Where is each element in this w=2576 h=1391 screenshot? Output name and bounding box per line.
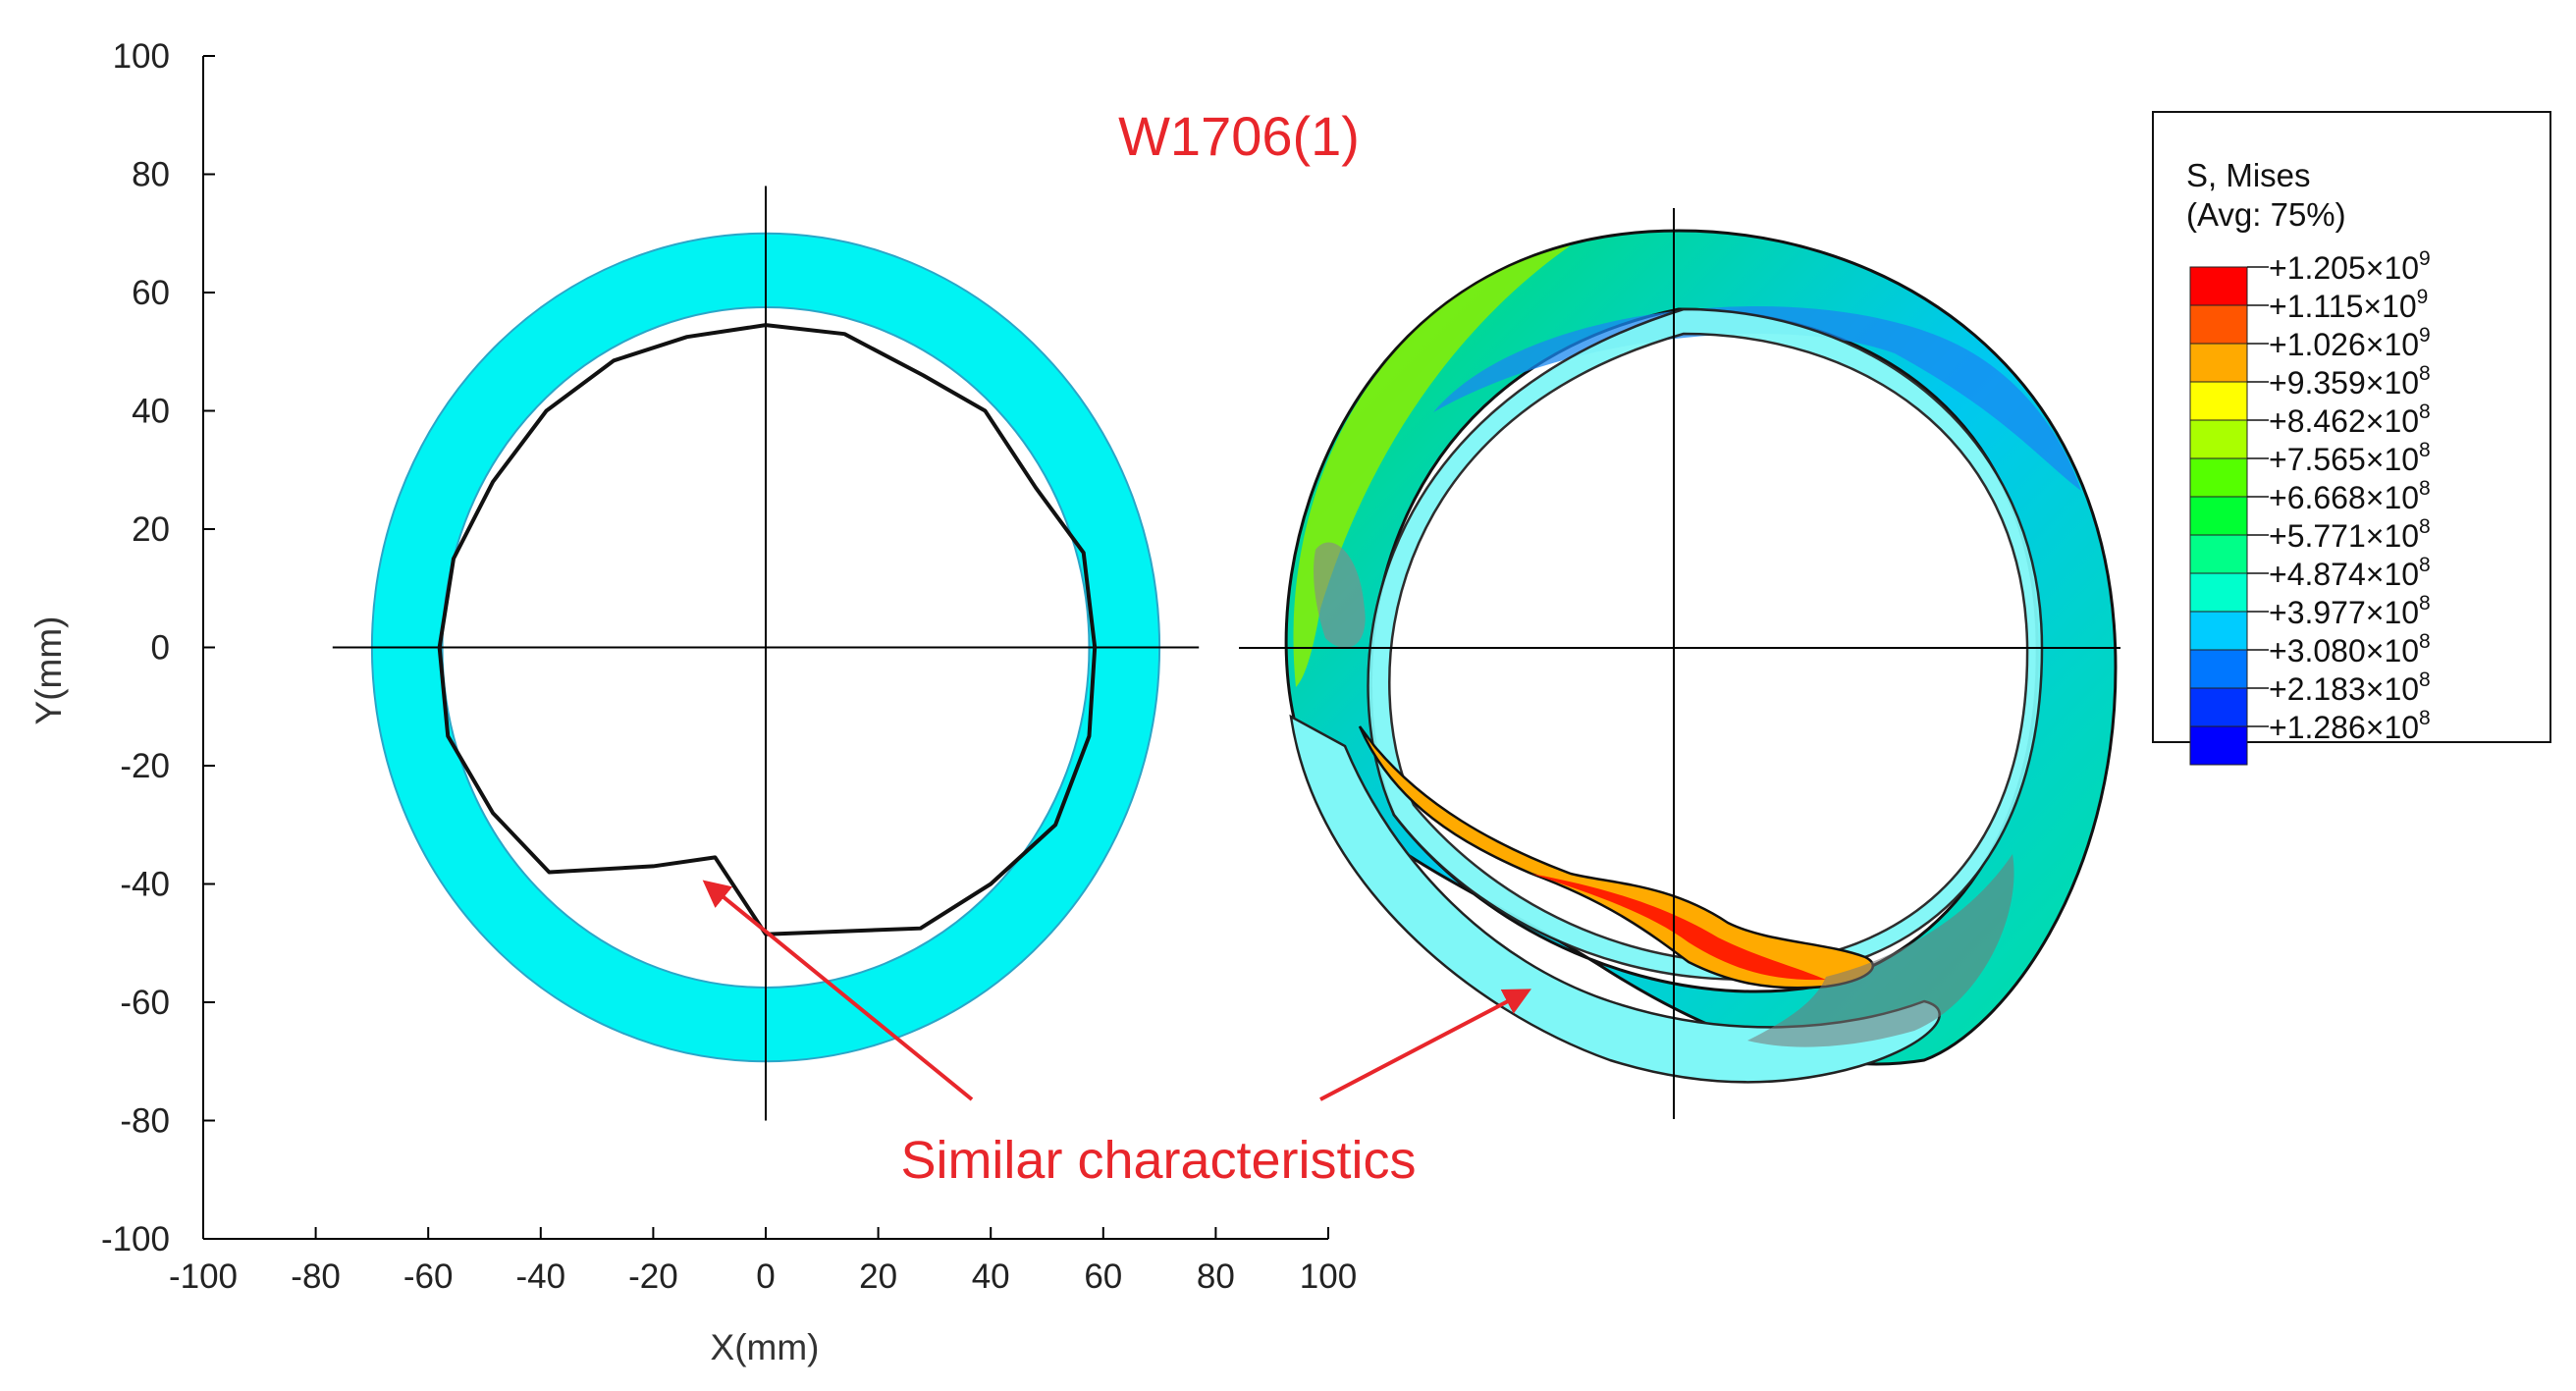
legend-swatch — [2189, 687, 2248, 727]
y-tick-label: 80 — [132, 156, 170, 194]
legend-swatch — [2189, 304, 2248, 345]
fea-lower-cyan-band — [1289, 714, 1941, 1084]
legend-title-line2: (Avg: 75%) — [2186, 196, 2346, 233]
legend-swatch — [2189, 534, 2248, 574]
x-tick-label: 0 — [756, 1257, 775, 1296]
x-tick-label: -60 — [403, 1257, 454, 1296]
x-tick-label: -80 — [291, 1257, 341, 1296]
fea-gray-shadow — [1314, 542, 1366, 648]
x-tick-label: 100 — [1300, 1257, 1357, 1296]
legend-level-label: +3.977×108 — [2269, 592, 2431, 630]
legend-swatch — [2189, 611, 2248, 651]
annotation-arrow-left — [702, 880, 974, 1101]
legend-level-label: +2.183×108 — [2269, 669, 2431, 707]
legend-level-label: +4.874×108 — [2269, 554, 2431, 592]
y-tick-label: 100 — [113, 37, 170, 76]
fea-left-green-zone — [1293, 245, 1571, 687]
y-axis: 100 80 60 40 20 0 -20 -40 -60 -80 -100 — [101, 37, 215, 1258]
legend-swatch — [2189, 496, 2248, 536]
legend-level-label: +6.668×108 — [2269, 477, 2431, 515]
y-tick-label: 0 — [151, 629, 170, 668]
legend-swatch — [2189, 381, 2248, 421]
fea-contour-image — [1284, 229, 2118, 1084]
legend-level-label: +8.462×108 — [2269, 401, 2431, 439]
x-tick-label: 40 — [972, 1257, 1010, 1296]
legend-swatch — [2189, 457, 2248, 498]
legend-swatch — [2189, 649, 2248, 689]
x-tick-label: 80 — [1197, 1257, 1235, 1296]
y-tick-label: 60 — [132, 274, 170, 312]
x-tick-label: 60 — [1084, 1257, 1122, 1296]
y-tick-label: -60 — [120, 984, 170, 1022]
fea-gray-overlap — [1747, 854, 2014, 1047]
legend-swatch — [2189, 419, 2248, 459]
fea-top-blue-zone — [1433, 306, 2081, 491]
legend-title-line1: S, Mises — [2186, 157, 2311, 193]
y-tick-label: -100 — [101, 1220, 170, 1258]
legend-level-label: +1.286×108 — [2269, 707, 2431, 745]
legend-level-label: +1.205×109 — [2269, 247, 2431, 286]
fea-peak-stress-zone — [1531, 874, 1826, 981]
legend-swatch — [2189, 572, 2248, 613]
series-line-measured-section — [437, 323, 1098, 936]
legend-level-label: +7.565×108 — [2269, 439, 2431, 477]
x-axis: -100 -80 -60 -40 -20 0 20 40 60 80 100 — [169, 1227, 1357, 1296]
y-axis-label: Y(mm) — [28, 616, 69, 725]
legend-level-label: +3.080×108 — [2269, 630, 2431, 669]
legend-level-label: +1.115×109 — [2269, 286, 2428, 324]
legend-level-label: +5.771×108 — [2269, 515, 2431, 554]
x-tick-label: 20 — [859, 1257, 897, 1296]
x-axis-label: X(mm) — [711, 1327, 820, 1367]
legend-swatch — [2189, 725, 2248, 766]
chart-title: W1706(1) — [1118, 105, 1360, 167]
y-tick-label: -20 — [120, 747, 170, 785]
x-tick-label: -40 — [516, 1257, 566, 1296]
legend: S, Mises (Avg: 75%) +1.205×109+1.115×109… — [2152, 111, 2551, 766]
x-tick-label: -100 — [169, 1257, 238, 1296]
legend-swatch — [2189, 343, 2248, 383]
annotation-text: Similar characteristics — [900, 1131, 1416, 1190]
y-tick-label: 40 — [132, 393, 170, 431]
legend-level-label: +1.026×109 — [2269, 324, 2431, 362]
y-tick-label: 20 — [132, 510, 170, 549]
annotation-arrow-right — [1319, 989, 1531, 1101]
y-tick-label: -40 — [120, 866, 170, 904]
legend-level-label: +9.359×108 — [2269, 362, 2431, 401]
y-tick-label: -80 — [120, 1102, 170, 1141]
x-tick-label: -20 — [628, 1257, 678, 1296]
legend-swatch — [2189, 266, 2248, 306]
